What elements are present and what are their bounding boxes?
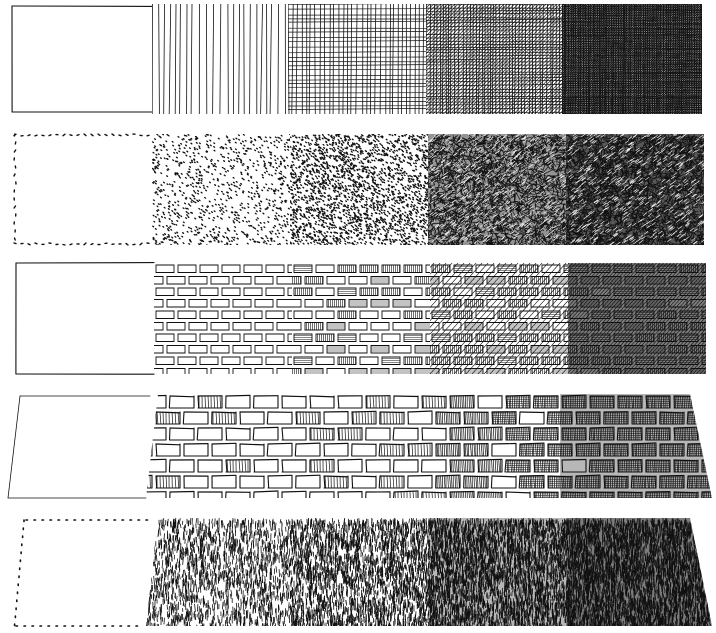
row3-swatch-2 xyxy=(154,264,292,374)
row2-swatch-4 xyxy=(428,134,566,245)
row2-swatch-3 xyxy=(290,134,428,245)
row1-swatch-3 xyxy=(288,4,426,114)
row1-swatch-2 xyxy=(152,4,286,114)
row-4-row-roof-shingles xyxy=(7,394,712,499)
row-5-row-grass-strokes xyxy=(13,518,712,627)
row-2-row-stipple xyxy=(13,133,704,246)
row2-swatch-5 xyxy=(566,134,704,245)
row5-strokes xyxy=(146,518,712,626)
row2-swatch-2 xyxy=(152,134,290,245)
row1-swatch-5 xyxy=(562,4,702,114)
row-1-row-hatch-crosshatch xyxy=(11,4,702,114)
row3-swatch-4 xyxy=(430,263,568,374)
row3-swatch-5 xyxy=(568,263,706,374)
row3-swatch-3 xyxy=(292,264,430,374)
row-3-row-brick-wall xyxy=(15,262,706,375)
row1-swatch-4 xyxy=(426,4,562,114)
row4-shingles xyxy=(146,394,712,498)
